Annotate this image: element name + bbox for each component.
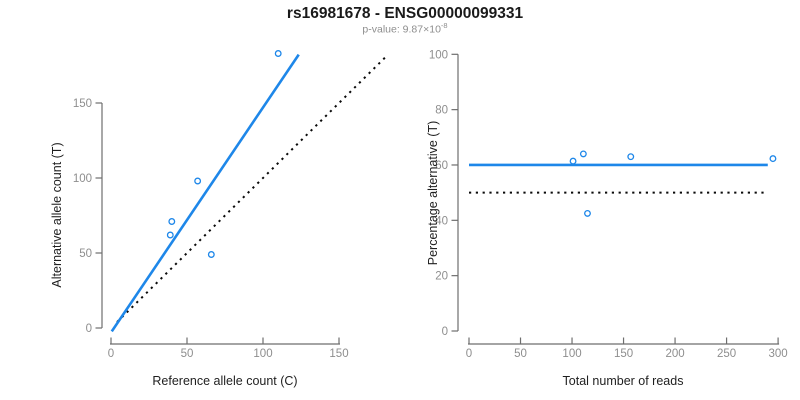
y-tick-label: 150: [73, 98, 92, 110]
data-point: [579, 150, 587, 158]
data-point: [168, 218, 176, 225]
identity-line: [116, 55, 387, 323]
pvalue-mantissa: 9.87: [402, 23, 424, 36]
data-point: [194, 177, 202, 185]
plot-title: rs16981678 - ENSG00000099331: [286, 5, 524, 22]
x-tick-label: 100: [253, 348, 272, 360]
pvalue-times-base: ×10: [423, 23, 441, 36]
y-tick-label: 40: [435, 215, 448, 227]
data-point: [627, 153, 635, 161]
data-point: [769, 155, 777, 163]
y-tick-label: 80: [435, 105, 448, 117]
x-tick-label: 50: [181, 348, 194, 360]
data-point: [584, 209, 591, 217]
x-tick-label: 50: [514, 348, 527, 360]
x-tick-label: 250: [717, 348, 736, 360]
right-xlabel: Total number of reads: [562, 374, 684, 388]
y-tick-label: 100: [73, 173, 92, 185]
data-point: [569, 157, 577, 165]
x-tick-label: 150: [329, 348, 348, 360]
x-tick-label: 150: [614, 348, 633, 360]
pvalue-exponent: -8: [440, 21, 448, 30]
x-tick-label: 300: [768, 348, 787, 360]
left-ylabel: Alternative allele count (T): [50, 142, 64, 288]
y-tick-label: 50: [79, 248, 92, 260]
y-tick-label: 0: [442, 326, 448, 338]
data-point: [166, 231, 174, 239]
left-xlabel: Reference allele count (C): [152, 374, 298, 388]
plot-subtitle: p-value: 9.87×10-8: [362, 21, 447, 36]
x-tick-label: 0: [108, 348, 114, 360]
y-tick-label: 20: [435, 271, 448, 283]
right-ylabel: Percentage alternative (T): [426, 120, 440, 266]
x-tick-label: 0: [466, 348, 472, 360]
data-point: [274, 50, 282, 57]
regression-line: [110, 53, 300, 333]
data-point: [207, 251, 215, 258]
subtitle-prefix: p-value:: [362, 23, 403, 36]
y-tick-label: 0: [86, 323, 92, 335]
x-tick-label: 100: [562, 348, 581, 360]
y-tick-label: 100: [429, 49, 448, 61]
y-tick-label: 60: [435, 160, 448, 172]
x-tick-label: 200: [665, 348, 684, 360]
